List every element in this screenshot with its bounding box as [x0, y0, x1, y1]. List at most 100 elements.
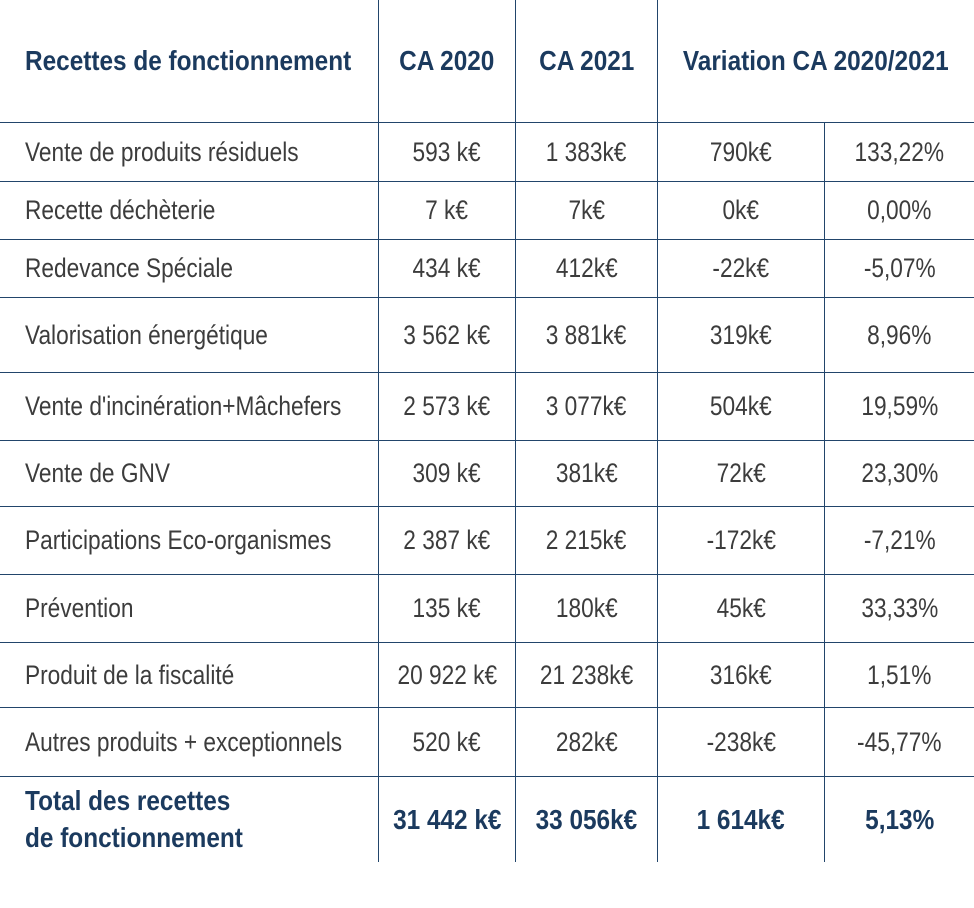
- cell-text: -7,21%: [863, 525, 936, 556]
- cell-ca-2020: 2 573 k€: [379, 373, 516, 441]
- cell-variation-keur: 316k€: [658, 643, 825, 708]
- cell-ca-2020: 135 k€: [379, 575, 516, 643]
- cell-text: 31 442 k€: [392, 803, 502, 835]
- header-col-ca-2021: CA 2021: [516, 0, 658, 123]
- cell-ca-2021: 3 077k€: [516, 373, 658, 441]
- cell-text: -5,07%: [863, 253, 936, 284]
- cell-text: 135 k€: [412, 593, 482, 624]
- cell-text: -45,77%: [857, 726, 942, 757]
- header-ca-2021-text: CA 2021: [538, 45, 635, 77]
- cell-text: Recette déchèterie: [25, 195, 216, 226]
- cell-text: 23,30%: [861, 458, 938, 489]
- cell-variation-pct: -7,21%: [825, 507, 974, 575]
- cell-text: 319k€: [710, 319, 772, 350]
- cell-variation-pct: 33,33%: [825, 575, 974, 643]
- cell-text: 381k€: [555, 458, 618, 489]
- cell-ca-2020: 2 387 k€: [379, 507, 516, 575]
- cell-text: 412k€: [555, 253, 618, 284]
- cell-text: 3 077k€: [546, 391, 627, 422]
- cell-variation-pct: 19,59%: [825, 373, 974, 441]
- cell-text: 3 881k€: [546, 319, 627, 350]
- total-label: Total des recettes de fonctionnement: [0, 777, 379, 862]
- cell-text: 19,59%: [861, 391, 938, 422]
- cell-ca-2021: 7k€: [516, 182, 658, 240]
- cell-variation-pct: -45,77%: [825, 708, 974, 777]
- cell-text: 133,22%: [854, 136, 945, 167]
- cell-label: Vente de GNV: [0, 441, 379, 507]
- cell-text: 1 383k€: [546, 136, 627, 167]
- cell-ca-2021: 282k€: [516, 708, 658, 777]
- cell-text: 3 562 k€: [403, 319, 491, 350]
- cell-label: Redevance Spéciale: [0, 240, 379, 298]
- cell-ca-2020: 434 k€: [379, 240, 516, 298]
- cell-variation-keur: -22k€: [658, 240, 825, 298]
- total-variation-pct: 5,13%: [825, 777, 974, 862]
- cell-text: Prévention: [25, 593, 134, 624]
- cell-text: 434 k€: [412, 253, 482, 284]
- cell-ca-2020: 20 922 k€: [379, 643, 516, 708]
- cell-label: Produit de la fiscalité: [0, 643, 379, 708]
- cell-text: Vente d'incinération+Mâchefers: [25, 391, 342, 422]
- cell-variation-keur: 72k€: [658, 441, 825, 507]
- cell-variation-pct: 8,96%: [825, 298, 974, 373]
- cell-text: 2 387 k€: [403, 525, 491, 556]
- cell-ca-2021: 1 383k€: [516, 123, 658, 182]
- cell-variation-pct: 1,51%: [825, 643, 974, 708]
- cell-variation-keur: 319k€: [658, 298, 825, 373]
- cell-text: 45k€: [716, 593, 766, 624]
- header-col-recettes: Recettes de fonctionnement: [0, 0, 379, 123]
- cell-text: Autres produits + exceptionnels: [25, 726, 343, 757]
- cell-text: Produit de la fiscalité: [25, 659, 235, 690]
- cell-text: 180k€: [555, 593, 618, 624]
- cell-text: 790k€: [710, 136, 772, 167]
- cell-text: 7k€: [568, 195, 605, 226]
- operating-revenues-table: Recettes de fonctionnement CA 2020 CA 20…: [0, 0, 974, 862]
- cell-variation-keur: 504k€: [658, 373, 825, 441]
- total-ca-2020: 31 442 k€: [379, 777, 516, 862]
- cell-text: Vente de GNV: [25, 458, 171, 489]
- cell-ca-2020: 309 k€: [379, 441, 516, 507]
- header-col-ca-2020: CA 2020: [379, 0, 516, 123]
- cell-variation-pct: 23,30%: [825, 441, 974, 507]
- cell-label: Autres produits + exceptionnels: [0, 708, 379, 777]
- total-variation-keur: 1 614k€: [658, 777, 825, 862]
- cell-text: 309 k€: [412, 458, 482, 489]
- cell-variation-pct: 133,22%: [825, 123, 974, 182]
- cell-text: 0,00%: [867, 195, 932, 226]
- cell-ca-2021: 412k€: [516, 240, 658, 298]
- cell-ca-2021: 180k€: [516, 575, 658, 643]
- cell-variation-keur: 790k€: [658, 123, 825, 182]
- cell-text: 1,51%: [867, 659, 932, 690]
- cell-text: 2 215k€: [546, 525, 627, 556]
- cell-text: Valorisation énergétique: [25, 319, 268, 350]
- cell-ca-2021: 21 238k€: [516, 643, 658, 708]
- cell-ca-2021: 381k€: [516, 441, 658, 507]
- cell-text: 2 573 k€: [403, 391, 491, 422]
- cell-text: 593 k€: [412, 136, 482, 167]
- cell-text: 7 k€: [425, 195, 469, 226]
- total-label-line1: Total des recettes: [25, 785, 231, 817]
- cell-text: Redevance Spéciale: [25, 253, 234, 284]
- cell-text: 520 k€: [412, 726, 482, 757]
- cell-text: -22k€: [712, 253, 770, 284]
- cell-text: Vente de produits résiduels: [25, 136, 299, 167]
- header-ca-2020-text: CA 2020: [399, 45, 495, 77]
- cell-label: Participations Eco-organismes: [0, 507, 379, 575]
- cell-text: -172k€: [706, 525, 776, 556]
- cell-text: -238k€: [706, 726, 776, 757]
- cell-ca-2020: 520 k€: [379, 708, 516, 777]
- cell-variation-pct: -5,07%: [825, 240, 974, 298]
- cell-text: 282k€: [555, 726, 618, 757]
- header-variation-text: Variation CA 2020/2021: [683, 45, 949, 77]
- cell-label: Vente d'incinération+Mâchefers: [0, 373, 379, 441]
- cell-text: 8,96%: [867, 319, 932, 350]
- cell-text: 5,13%: [864, 803, 935, 835]
- cell-variation-keur: 0k€: [658, 182, 825, 240]
- cell-label: Valorisation énergétique: [0, 298, 379, 373]
- cell-label: Prévention: [0, 575, 379, 643]
- cell-ca-2021: 3 881k€: [516, 298, 658, 373]
- cell-ca-2020: 7 k€: [379, 182, 516, 240]
- header-col-variation: Variation CA 2020/2021: [658, 0, 974, 123]
- cell-text: 72k€: [716, 458, 766, 489]
